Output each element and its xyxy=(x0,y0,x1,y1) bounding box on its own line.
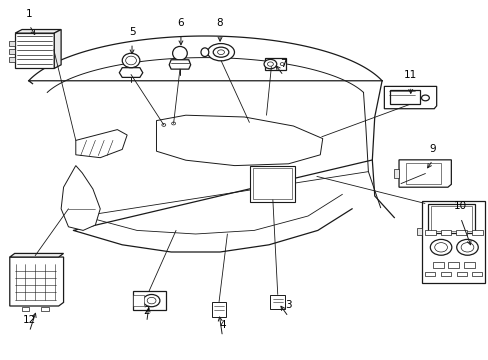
Polygon shape xyxy=(416,228,422,235)
Polygon shape xyxy=(384,86,436,109)
Bar xyxy=(422,201,484,283)
Ellipse shape xyxy=(125,56,136,65)
Ellipse shape xyxy=(456,239,477,255)
Bar xyxy=(406,163,440,184)
Bar xyxy=(427,204,473,233)
Ellipse shape xyxy=(147,297,156,304)
Bar xyxy=(447,262,458,268)
Text: 5: 5 xyxy=(128,27,135,37)
Polygon shape xyxy=(76,130,127,158)
Ellipse shape xyxy=(122,53,140,68)
Text: 4: 4 xyxy=(219,320,225,330)
Bar xyxy=(133,295,143,306)
Polygon shape xyxy=(156,115,322,166)
Ellipse shape xyxy=(460,243,473,252)
Ellipse shape xyxy=(207,44,234,61)
Polygon shape xyxy=(169,60,190,69)
Text: 2: 2 xyxy=(143,306,150,316)
Bar xyxy=(456,272,466,276)
Polygon shape xyxy=(9,57,15,62)
Bar xyxy=(429,206,471,231)
Bar xyxy=(211,302,226,317)
Polygon shape xyxy=(10,257,63,306)
Ellipse shape xyxy=(434,243,447,252)
Bar xyxy=(41,307,49,311)
Polygon shape xyxy=(9,41,15,46)
Ellipse shape xyxy=(172,46,187,60)
Text: 6: 6 xyxy=(177,18,184,28)
Bar xyxy=(463,262,474,268)
Text: 3: 3 xyxy=(285,300,291,310)
Ellipse shape xyxy=(421,95,428,101)
Ellipse shape xyxy=(217,50,224,55)
Bar xyxy=(432,262,443,268)
Bar xyxy=(471,272,481,276)
Polygon shape xyxy=(54,30,61,68)
Ellipse shape xyxy=(143,294,160,307)
Bar xyxy=(250,166,295,202)
Polygon shape xyxy=(119,68,142,77)
Polygon shape xyxy=(9,49,15,54)
Polygon shape xyxy=(393,169,398,178)
Bar xyxy=(253,168,292,199)
Bar xyxy=(424,230,435,235)
Polygon shape xyxy=(10,253,63,257)
Text: 12: 12 xyxy=(22,315,36,325)
Bar xyxy=(21,307,29,311)
Ellipse shape xyxy=(264,59,276,69)
Text: 1: 1 xyxy=(26,9,33,19)
Ellipse shape xyxy=(162,123,165,126)
Bar xyxy=(440,230,450,235)
Bar xyxy=(389,90,419,104)
Polygon shape xyxy=(15,33,54,68)
Ellipse shape xyxy=(213,47,228,57)
Ellipse shape xyxy=(171,122,175,125)
Bar xyxy=(425,272,434,276)
Polygon shape xyxy=(398,160,450,187)
Text: 9: 9 xyxy=(428,144,435,154)
Bar xyxy=(455,230,466,235)
Text: 8: 8 xyxy=(216,18,223,28)
Text: 10: 10 xyxy=(453,201,466,211)
Text: 11: 11 xyxy=(403,70,417,80)
Polygon shape xyxy=(61,166,100,230)
Ellipse shape xyxy=(201,48,208,57)
Bar xyxy=(270,295,285,309)
Bar xyxy=(440,272,450,276)
Bar xyxy=(264,58,285,70)
Ellipse shape xyxy=(267,62,273,66)
Ellipse shape xyxy=(280,63,284,66)
Bar xyxy=(132,291,165,310)
Ellipse shape xyxy=(429,239,451,255)
Text: 7: 7 xyxy=(280,59,286,69)
Polygon shape xyxy=(15,30,61,33)
Bar xyxy=(471,230,482,235)
